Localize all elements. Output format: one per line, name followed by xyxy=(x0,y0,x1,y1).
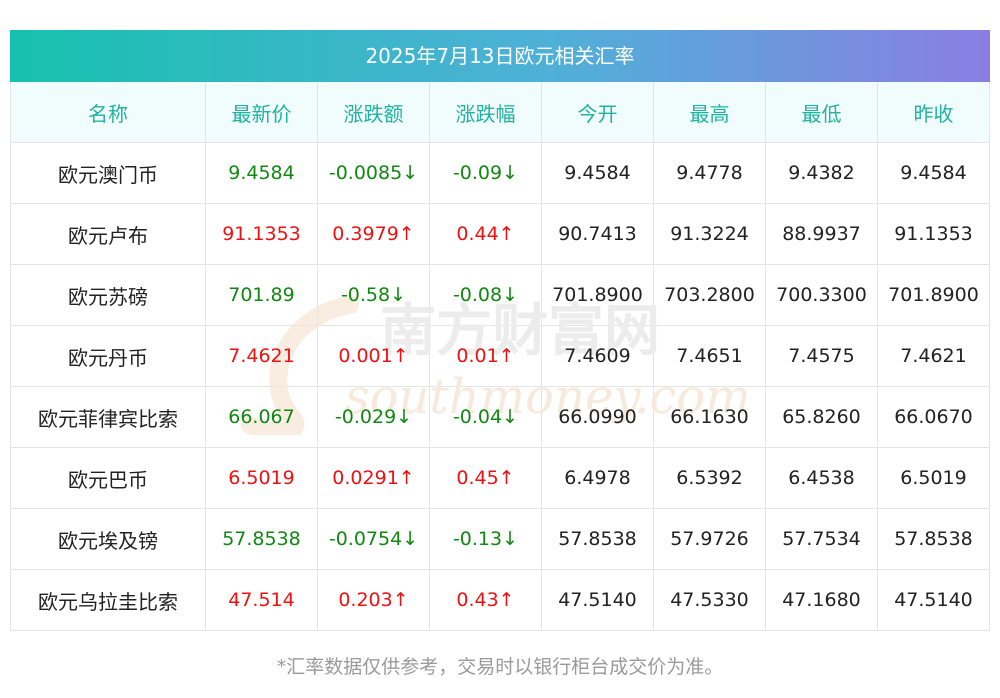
low-price: 700.3300 xyxy=(765,264,878,326)
open-price: 90.7413 xyxy=(541,203,654,265)
column-header-name: 名称 xyxy=(10,82,206,143)
currency-name: 欧元卢布 xyxy=(10,203,206,265)
column-header-open: 今开 xyxy=(541,82,654,143)
prev-close: 701.8900 xyxy=(877,264,990,326)
price-change: -0.58↓ xyxy=(317,264,430,326)
change-percent: 0.43↑ xyxy=(429,569,542,631)
column-header-high: 最高 xyxy=(653,82,766,143)
low-price: 7.4575 xyxy=(765,325,878,387)
currency-name: 欧元丹币 xyxy=(10,325,206,387)
table-row: 欧元卢布 91.1353 0.3979↑ 0.44↑ 90.7413 91.3224 88.… xyxy=(10,203,990,265)
prev-close: 57.8538 xyxy=(877,508,990,570)
prev-close: 91.1353 xyxy=(877,203,990,265)
price-change: 0.001↑ xyxy=(317,325,430,387)
high-price: 9.4778 xyxy=(653,142,766,204)
low-price: 47.1680 xyxy=(765,569,878,631)
table-header-row: 名称 最新价 涨跌额 涨跌幅 今开 最高 最低 昨收 xyxy=(10,82,990,143)
latest-price: 91.1353 xyxy=(205,203,318,265)
price-change: -0.0754↓ xyxy=(317,508,430,570)
open-price: 701.8900 xyxy=(541,264,654,326)
latest-price: 701.89 xyxy=(205,264,318,326)
low-price: 88.9937 xyxy=(765,203,878,265)
column-header-low: 最低 xyxy=(765,82,878,143)
high-price: 47.5330 xyxy=(653,569,766,631)
table-row: 欧元乌拉圭比索 47.514 0.203↑ 0.43↑ 47.5140 47.5330 47… xyxy=(10,569,990,631)
high-price: 57.9726 xyxy=(653,508,766,570)
latest-price: 9.4584 xyxy=(205,142,318,204)
prev-close: 7.4621 xyxy=(877,325,990,387)
change-percent: -0.13↓ xyxy=(429,508,542,570)
prev-close: 6.5019 xyxy=(877,447,990,509)
disclaimer-footnote: *汇率数据仅供参考，交易时以银行柜台成交价为准。 xyxy=(276,656,724,678)
open-price: 7.4609 xyxy=(541,325,654,387)
high-price: 703.2800 xyxy=(653,264,766,326)
column-header-change: 涨跌额 xyxy=(317,82,430,143)
column-header-latest: 最新价 xyxy=(205,82,318,143)
price-change: -0.0085↓ xyxy=(317,142,430,204)
table-row: 欧元澳门币 9.4584 -0.0085↓ -0.09↓ 9.4584 9.4778 9.4… xyxy=(10,142,990,204)
open-price: 57.8538 xyxy=(541,508,654,570)
table-row: 欧元巴币 6.5019 0.0291↑ 0.45↑ 6.4978 6.5392 6.4538… xyxy=(10,447,990,509)
table-row: 欧元菲律宾比索 66.067 -0.029↓ -0.04↓ 66.0990 66.1630… xyxy=(10,386,990,448)
table-row: 欧元埃及镑 57.8538 -0.0754↓ -0.13↓ 57.8538 57.9726… xyxy=(10,508,990,570)
page-title: 2025年7月13日欧元相关汇率 xyxy=(10,30,990,82)
open-price: 9.4584 xyxy=(541,142,654,204)
change-percent: -0.08↓ xyxy=(429,264,542,326)
latest-price: 57.8538 xyxy=(205,508,318,570)
high-price: 91.3224 xyxy=(653,203,766,265)
currency-name: 欧元菲律宾比索 xyxy=(10,386,206,448)
currency-name: 欧元苏磅 xyxy=(10,264,206,326)
high-price: 6.5392 xyxy=(653,447,766,509)
change-percent: 0.45↑ xyxy=(429,447,542,509)
change-percent: -0.09↓ xyxy=(429,142,542,204)
low-price: 57.7534 xyxy=(765,508,878,570)
low-price: 9.4382 xyxy=(765,142,878,204)
open-price: 47.5140 xyxy=(541,569,654,631)
latest-price: 6.5019 xyxy=(205,447,318,509)
open-price: 6.4978 xyxy=(541,447,654,509)
change-percent: 0.44↑ xyxy=(429,203,542,265)
high-price: 66.1630 xyxy=(653,386,766,448)
open-price: 66.0990 xyxy=(541,386,654,448)
change-percent: -0.04↓ xyxy=(429,386,542,448)
prev-close: 9.4584 xyxy=(877,142,990,204)
price-change: 0.203↑ xyxy=(317,569,430,631)
prev-close: 47.5140 xyxy=(877,569,990,631)
high-price: 7.4651 xyxy=(653,325,766,387)
low-price: 6.4538 xyxy=(765,447,878,509)
table-row: 欧元丹币 7.4621 0.001↑ 0.01↑ 7.4609 7.4651 7.4575 7… xyxy=(10,325,990,387)
currency-name: 欧元巴币 xyxy=(10,447,206,509)
currency-name: 欧元澳门币 xyxy=(10,142,206,204)
price-change: -0.029↓ xyxy=(317,386,430,448)
exchange-rate-table: 名称 最新价 涨跌额 涨跌幅 今开 最高 最低 昨收 欧元澳门币 9.4584 -0… xyxy=(10,82,990,631)
price-change: 0.0291↑ xyxy=(317,447,430,509)
low-price: 65.8260 xyxy=(765,386,878,448)
latest-price: 7.4621 xyxy=(205,325,318,387)
column-header-prev-close: 昨收 xyxy=(877,82,990,143)
currency-name: 欧元乌拉圭比索 xyxy=(10,569,206,631)
column-header-change-pct: 涨跌幅 xyxy=(429,82,542,143)
table-row: 欧元苏磅 701.89 -0.58↓ -0.08↓ 701.8900 703.2800 70… xyxy=(10,264,990,326)
price-change: 0.3979↑ xyxy=(317,203,430,265)
prev-close: 66.0670 xyxy=(877,386,990,448)
currency-name: 欧元埃及镑 xyxy=(10,508,206,570)
change-percent: 0.01↑ xyxy=(429,325,542,387)
latest-price: 66.067 xyxy=(205,386,318,448)
latest-price: 47.514 xyxy=(205,569,318,631)
